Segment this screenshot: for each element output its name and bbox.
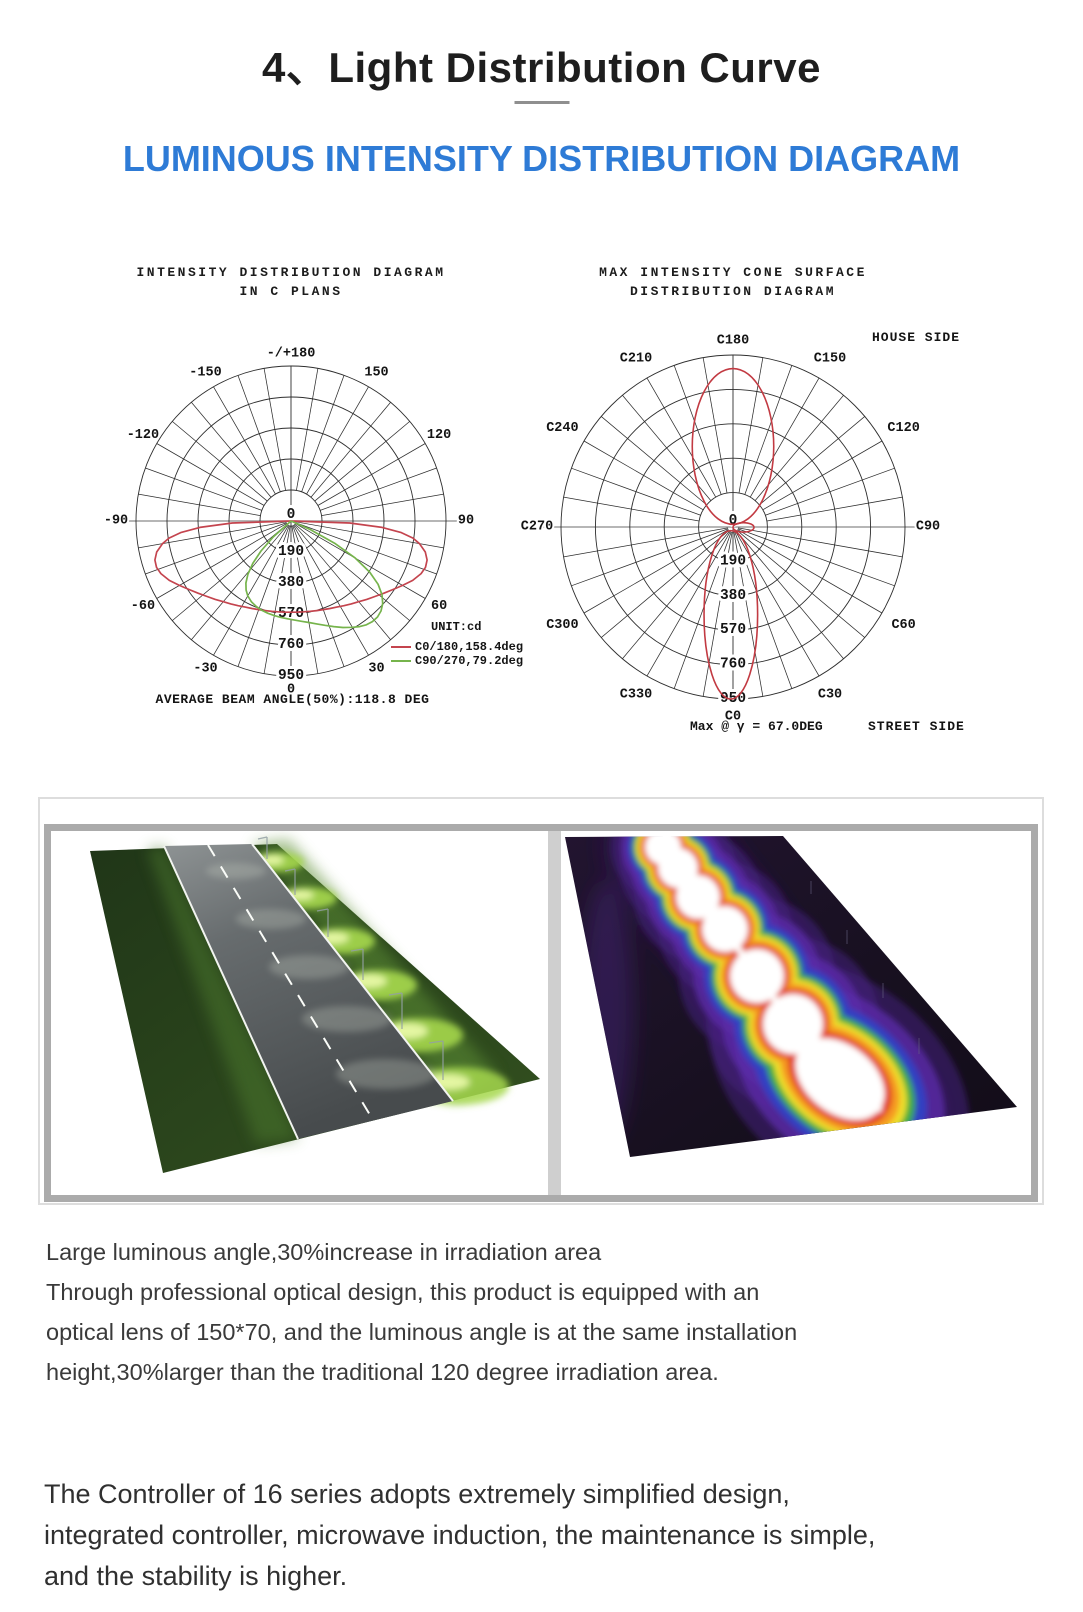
svg-text:190: 190	[720, 553, 746, 569]
svg-text:C210: C210	[620, 351, 652, 366]
right-chart-title: MAX INTENSITY CONE SURFACE DISTRIBUTION …	[599, 265, 867, 299]
svg-text:C270: C270	[521, 520, 553, 535]
svg-text:C30: C30	[818, 688, 842, 703]
average-beam-angle-label: AVERAGE BEAM ANGLE(50%):118.8 DEG	[155, 692, 430, 707]
svg-text:760: 760	[278, 637, 304, 653]
legend-label-c90-270: C90/270,79.2deg	[415, 654, 524, 668]
legend-unit-label: UNIT:cd	[431, 620, 482, 634]
grass-glow-left	[147, 846, 298, 1143]
max-gamma-label: Max @ γ = 67.0DEG	[690, 719, 823, 734]
road-render-figure	[51, 831, 548, 1195]
svg-text:0: 0	[287, 683, 295, 698]
legend-swatch-c90-270	[391, 660, 411, 662]
svg-text:190: 190	[278, 544, 304, 560]
thermal-chain-group	[610, 836, 970, 1157]
svg-text:380: 380	[720, 588, 746, 604]
street-side-label: STREET SIDE	[868, 719, 965, 734]
center-dashed-line	[207, 844, 374, 1121]
svg-text:C240: C240	[546, 421, 578, 436]
legend-label-c0-180: C0/180,158.4deg	[415, 640, 524, 654]
svg-text:760: 760	[720, 657, 746, 673]
svg-text:-90: -90	[104, 514, 128, 529]
svg-text:C330: C330	[620, 688, 652, 703]
svg-text:-150: -150	[189, 365, 221, 380]
section-subtitle: LUMINOUS INTENSITY DISTRIBUTION DIAGRAM	[122, 138, 961, 179]
title-divider	[514, 101, 569, 104]
svg-text:C90: C90	[916, 520, 940, 535]
svg-text:150: 150	[364, 365, 388, 380]
paragraph-controller: The Controller of 16 series adopts extre…	[44, 1479, 876, 1591]
figure-divider	[548, 831, 561, 1195]
chart-legend: UNIT:cd C0/180,158.4deg C90/270,79.2deg	[391, 620, 523, 668]
falsecolor-render-art	[565, 836, 1017, 1157]
house-side-label: HOUSE SIDE	[872, 330, 961, 345]
legend-entry-c90-270: C90/270,79.2deg	[391, 654, 523, 668]
svg-text:30: 30	[368, 662, 384, 677]
left-chart-title: INTENSITY DISTRIBUTION DIAGRAM IN C PLAN…	[136, 265, 446, 299]
svg-text:90: 90	[458, 514, 474, 529]
svg-text:C300: C300	[546, 618, 578, 633]
svg-text:C120: C120	[887, 421, 919, 436]
svg-text:120: 120	[427, 428, 451, 443]
svg-text:-30: -30	[193, 662, 217, 677]
svg-text:C0: C0	[725, 710, 741, 725]
svg-text:570: 570	[720, 622, 746, 638]
svg-text:-120: -120	[127, 428, 159, 443]
thermal-pole-marks	[810, 881, 920, 1054]
page-title: 4、Light Distribution Curve	[261, 44, 821, 91]
paragraph-luminous-angle: Large luminous angle,30%increase in irra…	[46, 1239, 798, 1385]
svg-text:C180: C180	[717, 334, 749, 349]
svg-text:C60: C60	[891, 618, 915, 633]
legend-swatch-c0-180	[391, 646, 411, 648]
road-edge-line-right	[251, 843, 454, 1102]
road-light-patches	[206, 863, 436, 1089]
svg-text:380: 380	[278, 575, 304, 591]
svg-text:-/+180: -/+180	[267, 347, 316, 362]
svg-text:C150: C150	[814, 351, 846, 366]
falsecolor-render-figure	[561, 831, 1031, 1195]
figure-outer-frame	[38, 797, 1044, 1205]
svg-text:60: 60	[431, 599, 447, 614]
legend-entry-c0-180: C0/180,158.4deg	[391, 640, 523, 654]
figure-frame	[44, 824, 1038, 1202]
svg-text:-60: -60	[131, 599, 155, 614]
svg-text:0: 0	[729, 513, 738, 529]
lamp-pole-group	[257, 836, 444, 1080]
road-edge-line-left	[163, 845, 299, 1140]
road-render-art	[90, 836, 540, 1173]
svg-text:950: 950	[278, 668, 304, 684]
